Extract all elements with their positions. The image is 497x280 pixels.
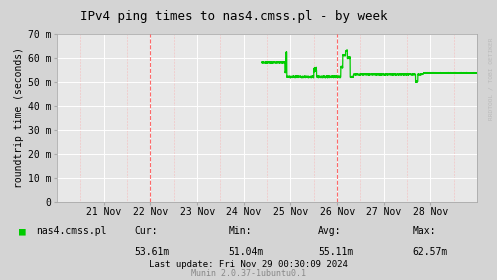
Text: IPv4 ping times to nas4.cmss.pl - by week: IPv4 ping times to nas4.cmss.pl - by wee… xyxy=(80,10,387,23)
Text: 62.57m: 62.57m xyxy=(413,247,448,257)
Text: ■: ■ xyxy=(19,226,26,236)
Text: Min:: Min: xyxy=(229,226,252,236)
Text: Munin 2.0.37-1ubuntu0.1: Munin 2.0.37-1ubuntu0.1 xyxy=(191,269,306,278)
Text: RRDTOOL / TOBI OETIKER: RRDTOOL / TOBI OETIKER xyxy=(489,37,494,120)
Text: nas4.cmss.pl: nas4.cmss.pl xyxy=(36,226,106,236)
Text: Last update: Fri Nov 29 00:30:09 2024: Last update: Fri Nov 29 00:30:09 2024 xyxy=(149,260,348,269)
Text: Max:: Max: xyxy=(413,226,436,236)
Text: Cur:: Cur: xyxy=(134,226,158,236)
Y-axis label: roundtrip time (seconds): roundtrip time (seconds) xyxy=(14,47,24,188)
Text: Avg:: Avg: xyxy=(318,226,341,236)
Text: 51.04m: 51.04m xyxy=(229,247,264,257)
Text: 53.61m: 53.61m xyxy=(134,247,169,257)
Text: 55.11m: 55.11m xyxy=(318,247,353,257)
